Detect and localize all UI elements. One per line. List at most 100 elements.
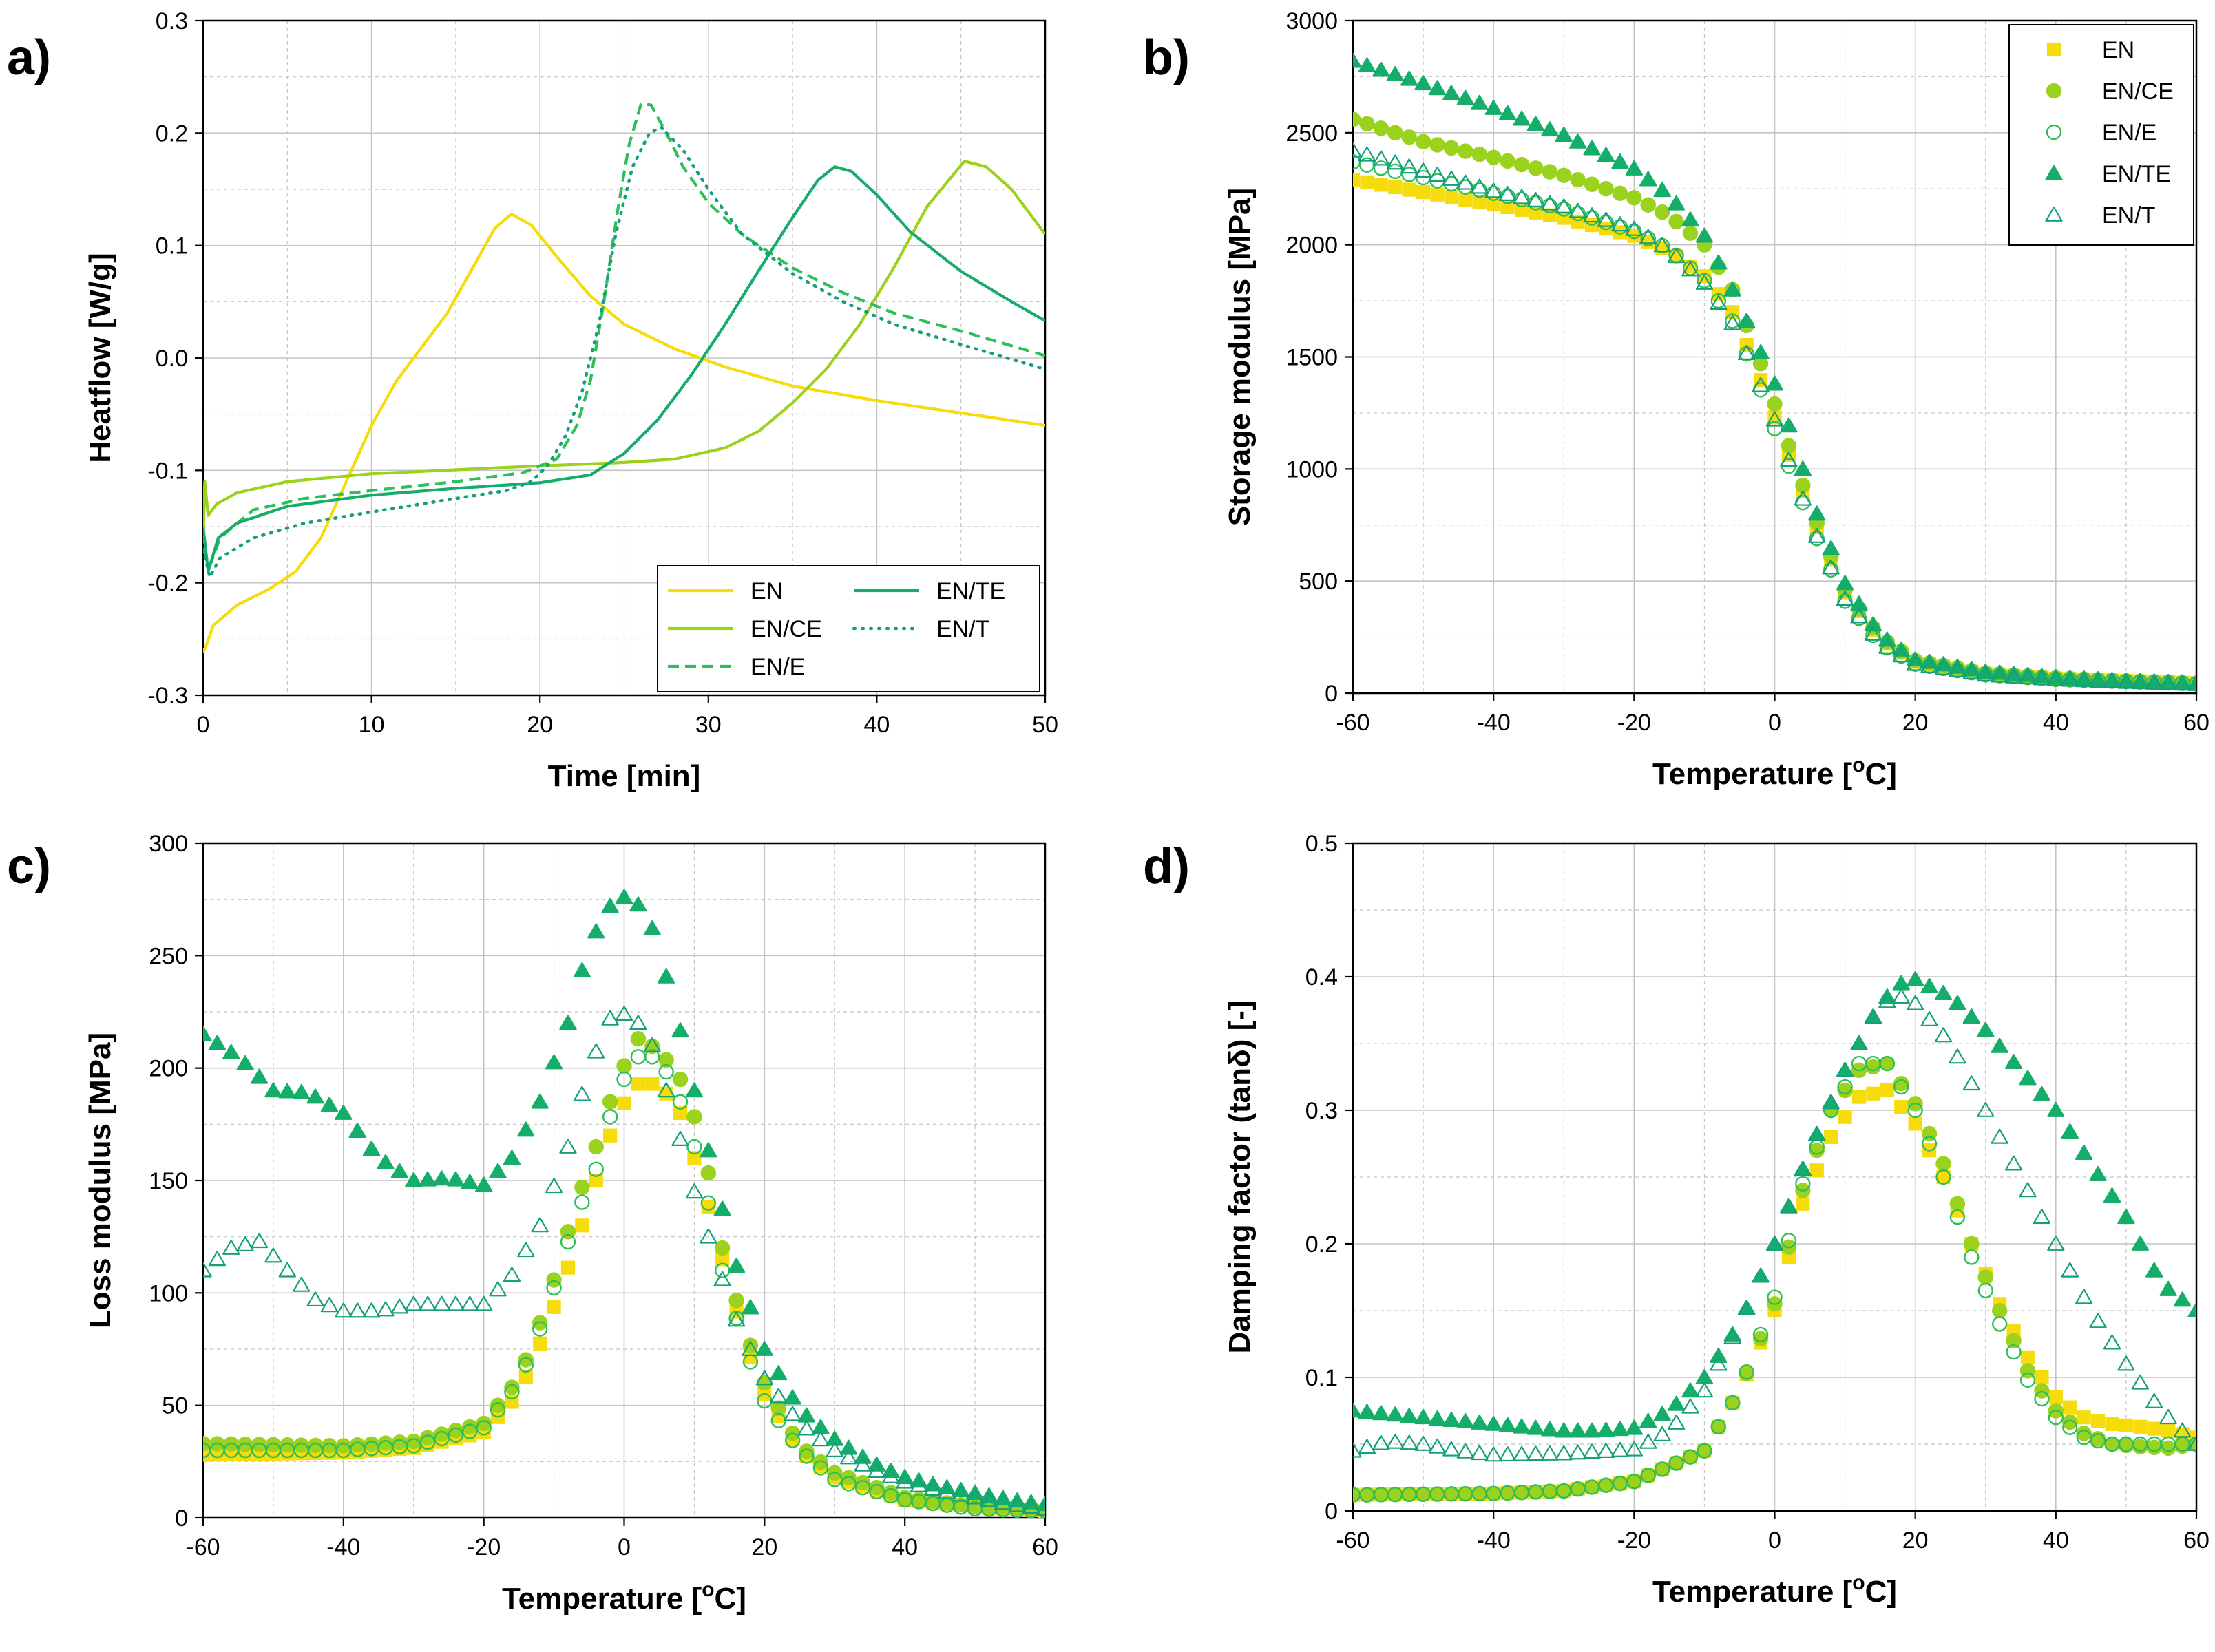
data-point-en-t: [629, 1015, 647, 1030]
data-point-en-e: [854, 1480, 871, 1496]
x-tick-label: 0: [1768, 1527, 1781, 1554]
data-point-en-t: [2131, 1374, 2149, 1390]
data-point-en-te: [1386, 66, 1404, 82]
data-point-en-t: [1850, 1035, 1868, 1050]
data-point-en-te: [770, 1365, 788, 1381]
data-point-en-ce: [1865, 1059, 1881, 1075]
data-point-en-t: [1597, 211, 1615, 227]
data-point-en-te: [1949, 995, 1966, 1010]
data-point-en-te: [2075, 670, 2093, 686]
data-point-en-t: [952, 1486, 970, 1502]
data-point-en-ce: [1443, 140, 1460, 156]
data-point-en-e: [1725, 1395, 1741, 1411]
x-tick-label: 20: [1902, 710, 1929, 736]
x-axis-title-degree: o: [702, 1578, 714, 1601]
data-point-en-t: [1008, 1496, 1026, 1512]
data-point-en: [1866, 1086, 1880, 1101]
data-point-en-ce: [700, 1165, 717, 1181]
data-point-en-t: [882, 1468, 900, 1483]
x-tick-label: -20: [1617, 710, 1651, 736]
data-point-en-te: [1723, 281, 1741, 297]
data-point-en-t: [1456, 174, 1474, 190]
data-point-en-e: [630, 1049, 647, 1065]
data-point-en-ce: [1682, 225, 1699, 241]
data-point-en-te: [1639, 171, 1657, 187]
data-point-en-te: [615, 889, 633, 904]
x-tick-label: -60: [186, 1534, 220, 1560]
data-point-en-t: [742, 1340, 759, 1356]
series-en-t: [1353, 142, 2196, 691]
data-point-en-te: [320, 1097, 339, 1112]
data-point-en-te: [657, 968, 675, 984]
data-point-en-te: [2187, 1302, 2196, 1317]
data-point-en-t: [1991, 667, 2008, 683]
data-point-en-te: [1991, 1037, 2008, 1053]
data-point-en-te: [236, 1055, 254, 1071]
data-point-en-te: [1864, 1008, 1882, 1024]
data-point-en-te: [2004, 1054, 2023, 1070]
data-point-en: [2090, 1413, 2106, 1428]
data-point-en-t: [1850, 608, 1868, 624]
data-point-en-t: [1022, 1499, 1040, 1514]
data-point-en-e: [546, 1280, 562, 1296]
data-point-en-t: [1765, 411, 1784, 427]
data-point-en: [2035, 1370, 2049, 1385]
data-point-en-te: [1738, 1300, 1756, 1315]
legend-label-en-te: EN/TE: [936, 578, 1005, 604]
data-point-en-ce: [1668, 213, 1684, 229]
data-point-en-t: [1752, 1267, 1770, 1283]
data-point-en-te: [1372, 61, 1390, 77]
data-point-en-ce: [1542, 164, 1558, 180]
data-point-en-te: [727, 1258, 746, 1273]
data-point-en-te: [1414, 1409, 1432, 1425]
x-tick-label: 40: [2043, 1527, 2069, 1554]
data-point-en-te: [461, 1174, 479, 1189]
data-point-en-te: [1977, 1021, 1995, 1037]
data-point-en-ce: [1781, 438, 1797, 454]
data-point-en-t: [1864, 1008, 1882, 1024]
data-point-en-t: [1625, 220, 1643, 236]
data-point-en-t: [1611, 1441, 1629, 1457]
data-point-en-e: [1781, 1232, 1797, 1249]
data-point-en-te: [2019, 1070, 2037, 1086]
data-point-en-te: [1710, 254, 1728, 270]
data-point-en-t: [980, 1492, 998, 1507]
data-point-en: [1388, 180, 1403, 195]
data-point-en-t: [1358, 146, 1376, 162]
data-point-en-te: [1471, 1414, 1489, 1430]
data-point-en-te: [1667, 195, 1686, 211]
data-point-en: [701, 1200, 715, 1214]
data-point-en: [560, 1260, 576, 1275]
data-point-en-te: [826, 1430, 843, 1446]
data-point-en-te: [1625, 160, 1643, 176]
series-line-en: [203, 212, 1045, 653]
data-point-en-te: [854, 1448, 872, 1464]
data-point-en-t: [320, 1297, 339, 1313]
data-point-en-t: [2173, 1422, 2192, 1438]
data-point-en-te: [1695, 227, 1714, 243]
data-point-en-t: [1907, 995, 1924, 1010]
data-point-en-t: [1794, 1161, 1812, 1176]
panel-label: c): [7, 839, 51, 894]
data-point-en-ce: [1458, 143, 1473, 159]
data-point-en-t: [1934, 1027, 1953, 1043]
x-tick-label: 60: [2183, 710, 2209, 736]
data-point-en-te: [1513, 1418, 1531, 1434]
series-en-t: [1353, 988, 2196, 1462]
data-point-en-t: [531, 1217, 549, 1233]
x-tick-label: 50: [1032, 712, 1058, 738]
data-point-en-t: [1991, 1128, 2008, 1144]
data-point-en-te: [203, 1026, 212, 1041]
data-point-en-t: [1639, 229, 1657, 244]
data-point-en-t: [1414, 1435, 1432, 1451]
data-point-en-t: [2075, 1289, 2093, 1304]
data-point-en-t: [390, 1298, 409, 1314]
data-point-en-te: [1022, 1494, 1040, 1510]
data-point-en: [2161, 1423, 2176, 1438]
data-point-en-te: [2061, 1123, 2079, 1139]
data-point-en-t: [1569, 1444, 1587, 1460]
data-point-en: [2133, 1419, 2148, 1434]
data-point-en-e: [1964, 1249, 1980, 1265]
data-point-en-e: [602, 1109, 618, 1125]
data-point-en-t: [335, 1302, 353, 1318]
